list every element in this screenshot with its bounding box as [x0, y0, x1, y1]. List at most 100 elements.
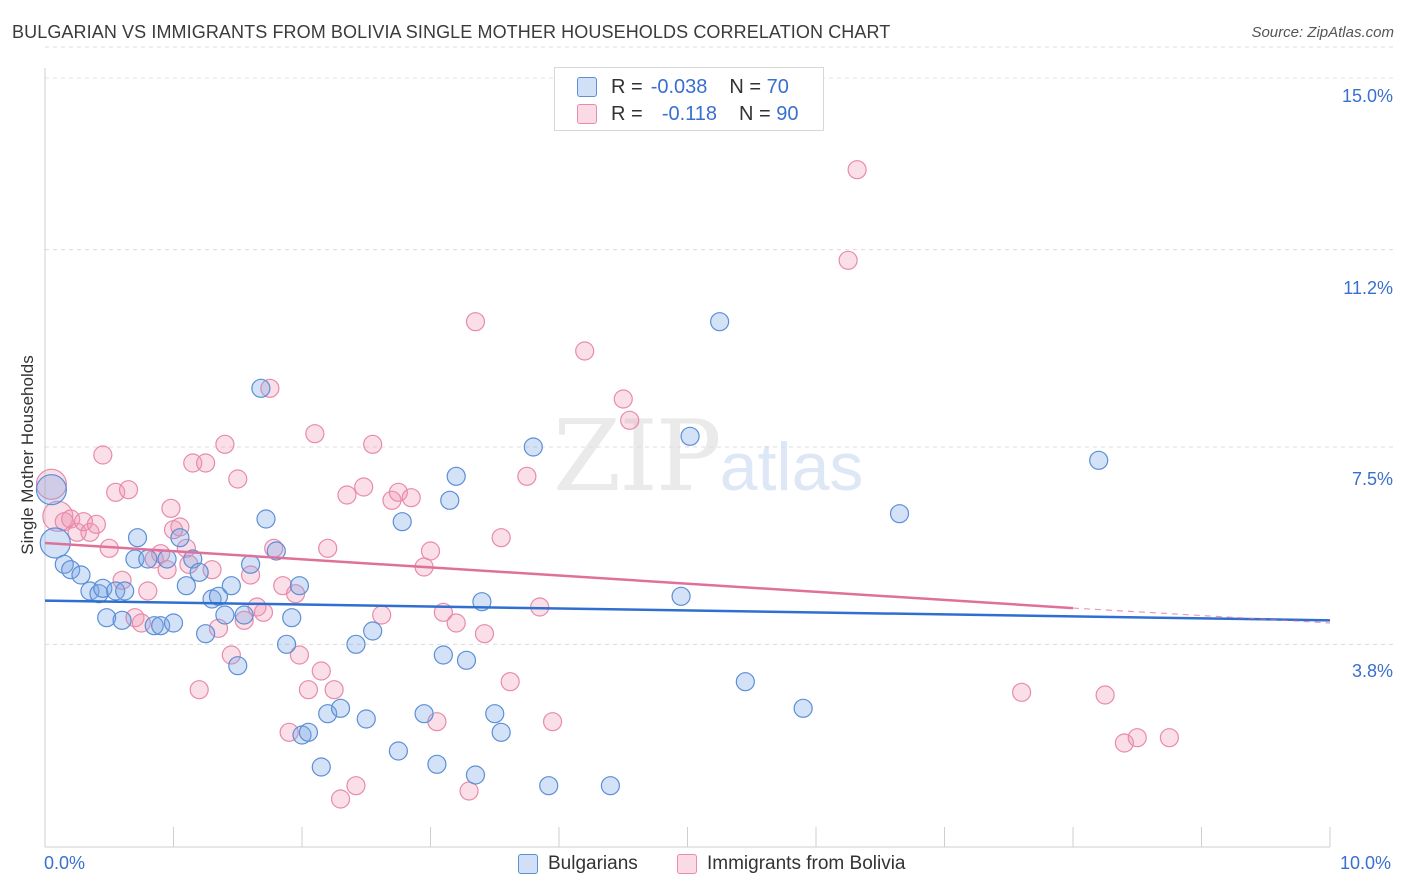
legend-row-bulgarians: R = -0.038 N = 70	[577, 74, 789, 100]
bolivia-point	[1011, 682, 1032, 702]
bulgarians-point	[440, 490, 460, 510]
bulgarians-point	[735, 672, 755, 692]
bolivia-point	[382, 490, 402, 510]
bulgarians-point	[414, 704, 434, 724]
bulgarians-point	[215, 605, 235, 625]
bolivia-point	[354, 477, 374, 497]
bolivia-point	[372, 605, 392, 625]
bulgarians-point	[356, 709, 376, 729]
chart-source: Source: ZipAtlas.com	[1251, 24, 1394, 41]
bolivia-point	[289, 645, 310, 665]
bulgarians-point	[311, 757, 331, 777]
bulgarians-point	[228, 656, 248, 676]
series-bolivia-points	[35, 160, 1179, 809]
watermark-atlas: atlas	[719, 429, 864, 505]
bulgarians-point	[600, 776, 621, 796]
bolivia-point	[157, 560, 177, 580]
bulgarians-point	[793, 698, 813, 718]
y-tick-label-15: 15.0%	[1341, 86, 1393, 106]
bolivia-point	[170, 517, 190, 537]
bolivia-point	[311, 661, 331, 681]
bottom-legend-label-bolivia: Immigrants from Bolivia	[707, 853, 906, 874]
bolivia-point	[118, 480, 139, 500]
watermark-zip: ZIP	[553, 400, 722, 514]
bulgarians-point	[266, 541, 286, 561]
bolivia-point	[575, 341, 595, 361]
bolivia-point	[1127, 728, 1147, 748]
legend-r-value: -0.038	[650, 75, 708, 98]
bulgarians-point	[157, 549, 177, 569]
bulgarians-point	[446, 466, 466, 486]
bulgarians-point	[491, 722, 511, 742]
bottom-legend-swatch-blue	[518, 854, 538, 874]
bolivia-point	[1159, 728, 1179, 748]
bolivia-point	[474, 624, 495, 644]
bulgarians-point	[61, 560, 81, 580]
bolivia-point	[420, 541, 441, 561]
bottom-legend-bulgarians[interactable]: Bulgarians	[518, 852, 638, 876]
legend-r-label: R =	[611, 102, 643, 125]
bottom-legend-bolivia[interactable]: Immigrants from Bolivia	[677, 852, 906, 876]
legend-n-value: 70	[766, 75, 789, 98]
bolivia-point	[161, 498, 181, 518]
bolivia-point	[221, 645, 241, 665]
bottom-legend-label-bulgarians: Bulgarians	[548, 853, 638, 874]
bolivia-point	[517, 466, 537, 486]
bulgarians-point	[485, 704, 505, 724]
bolivia-point	[613, 389, 633, 409]
bulgarians-point	[127, 528, 148, 548]
bulgarians-point	[256, 509, 276, 529]
bulgarians-point	[289, 576, 310, 596]
bulgarians-point	[234, 605, 254, 625]
legend-n-label: N =	[739, 102, 771, 125]
bolivia-point	[93, 445, 113, 465]
bulgarians-point	[221, 576, 241, 596]
bolivia-point	[446, 613, 466, 633]
bolivia-point	[363, 434, 383, 454]
bolivia-point	[491, 528, 511, 548]
bolivia-point	[459, 781, 479, 801]
bulgarians-point	[710, 312, 730, 332]
bolivia-point	[847, 160, 867, 180]
bolivia-point	[1095, 685, 1115, 705]
bolivia-point	[500, 672, 520, 692]
bulgarians-point	[388, 741, 408, 761]
bolivia-trend-extension	[1072, 607, 1331, 624]
bulgarians-point	[346, 634, 366, 654]
bottom-legend-swatch-pink	[677, 854, 697, 874]
bulgarians-point	[189, 562, 209, 582]
bulgarians-point	[1089, 450, 1109, 470]
bulgarians-point	[97, 608, 117, 628]
bulgarians-point	[115, 581, 135, 601]
bulgarians-point	[112, 610, 132, 630]
axes	[44, 68, 1331, 848]
bolivia-point	[179, 554, 199, 574]
bulgarians-point	[163, 613, 184, 633]
bulgarians-trend-line	[44, 599, 1331, 622]
bulgarians-point	[35, 474, 68, 506]
bolivia-point	[86, 514, 107, 534]
bolivia-point	[346, 776, 366, 796]
y-tick-label-7-5: 7.5%	[1351, 469, 1393, 489]
x-tick-label-max: 10.0%	[1340, 853, 1392, 873]
y-tick-label-3-8: 3.8%	[1351, 661, 1393, 681]
bulgarians-point	[671, 586, 691, 606]
legend-swatch-pink	[577, 104, 597, 124]
bolivia-point	[465, 312, 486, 332]
bulgarians-point	[241, 554, 261, 574]
bulgarians-point	[251, 378, 271, 398]
bolivia-point	[298, 680, 319, 700]
bulgarians-point	[392, 512, 412, 532]
bolivia-point	[620, 410, 640, 430]
bulgarians-point	[456, 650, 477, 670]
bolivia-point	[80, 522, 100, 542]
bulgarians-point	[71, 565, 91, 585]
bulgarians-point	[523, 437, 543, 457]
bolivia-point	[196, 453, 216, 473]
legend-n-value: 90	[776, 102, 799, 125]
bulgarians-point	[889, 504, 910, 524]
bolivia-point	[324, 680, 344, 700]
bulgarians-point	[176, 576, 196, 596]
series-bulgarians-points	[35, 312, 1109, 796]
bolivia-point	[542, 712, 563, 732]
